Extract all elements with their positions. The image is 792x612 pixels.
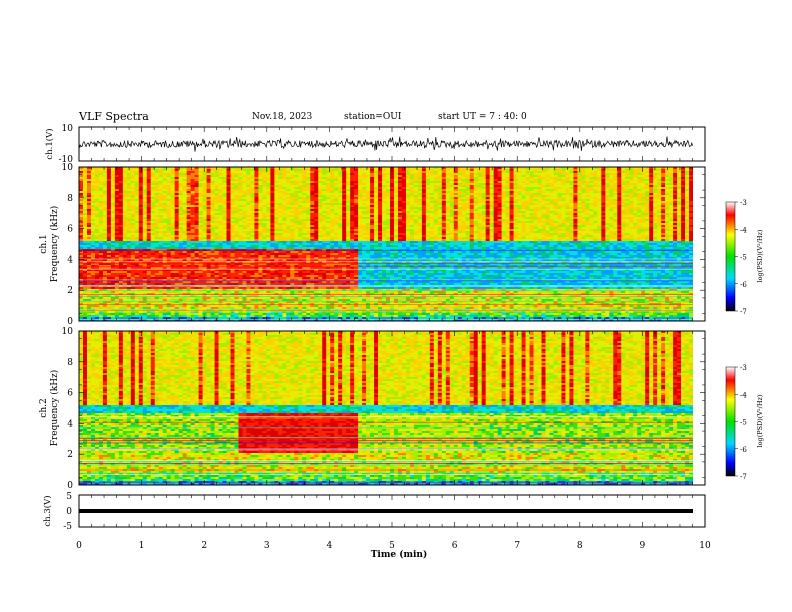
colorbar-tick-label: -6 xyxy=(740,446,747,454)
colorbar-tick-label: -4 xyxy=(740,226,747,234)
colorbar-tick-label: -3 xyxy=(740,364,747,372)
y-tick-label: 6 xyxy=(67,225,73,235)
y-tick-label: 10 xyxy=(62,163,74,173)
start-ut-label: start UT = 7 : 40: 0 xyxy=(438,112,527,122)
x-tick-label: 6 xyxy=(452,541,458,551)
y-tick-label: 8 xyxy=(67,194,73,204)
y-tick-label: 6 xyxy=(67,389,73,399)
station-label: station=OUI xyxy=(344,112,401,122)
x-tick-label: 0 xyxy=(76,541,82,551)
x-tick-label: 1 xyxy=(139,541,145,551)
x-tick-label: 10 xyxy=(699,541,711,551)
ch1-spectrogram-panel: 0 2 4 6 8 10 ch.1 Frequency (kHz) xyxy=(39,163,706,327)
x-tick-label: 8 xyxy=(577,541,583,551)
colorbar-tick-label: -3 xyxy=(740,199,747,207)
ch1-spectrogram-cells xyxy=(79,167,705,322)
time-axis-tick-labels: 0 1 2 3 4 5 6 7 8 9 10 xyxy=(76,541,711,551)
y-tick-label: 0 xyxy=(67,481,73,491)
ch1-spec-ylabel-freq: Frequency (kHz) xyxy=(49,206,60,283)
ch2-colorbar-label: log(PSD)(V²/Hz) xyxy=(756,394,764,447)
y-tick-label: 4 xyxy=(67,419,73,429)
colorbar-tick-label: -4 xyxy=(740,391,747,399)
ch3-waveform-trace xyxy=(79,509,693,513)
ch1-spec-ticks: 0 2 4 6 8 10 xyxy=(62,163,705,327)
colorbar-tick-label: -6 xyxy=(740,281,747,289)
time-axis-ticks xyxy=(78,127,706,527)
colorbar-tick-label: -5 xyxy=(740,419,747,427)
y-tick-label: 2 xyxy=(67,286,73,296)
ch1-colorbar: -3 -4 -5 -6 -7 log(PSD)(V²/Hz) xyxy=(725,199,764,316)
date-label: Nov.18, 2023 xyxy=(252,112,312,122)
y-tick-label: 8 xyxy=(67,358,73,368)
ch2-spec-ylabel-freq: Frequency (kHz) xyxy=(49,370,60,447)
x-tick-label: 5 xyxy=(389,541,395,551)
ch3-ytick-5: 5 xyxy=(66,492,72,502)
ch3-waveform-panel: 5 0 -5 ch.3(V) xyxy=(42,492,706,532)
ch1-colorbar-ticks: -3 -4 -5 -6 -7 xyxy=(735,199,747,316)
colorbar-tick-label: -7 xyxy=(740,473,747,481)
x-tick-label: 3 xyxy=(264,541,270,551)
colorbar-tick-label: -7 xyxy=(740,308,747,316)
y-tick-label: 4 xyxy=(67,255,73,265)
ch3-wave-ylabel: ch.3(V) xyxy=(42,495,53,526)
ch2-spectrogram-panel: 0 2 4 6 8 10 ch.2 Frequency (kHz) xyxy=(39,327,706,491)
ch1-waveform-panel: 10 -10 ch.1(V) xyxy=(44,124,706,165)
y-tick-label: 10 xyxy=(62,327,74,337)
ch3-ytick-0: 0 xyxy=(66,507,72,517)
time-axis-label: Time (min) xyxy=(371,549,428,560)
x-tick-label: 4 xyxy=(327,541,333,551)
y-tick-label: 2 xyxy=(67,450,73,460)
ch2-colorbar: -3 -4 -5 -6 -7 log(PSD)(V²/Hz) xyxy=(725,364,764,481)
ch3-ytick-minus5: -5 xyxy=(63,522,72,532)
ch1-colorbar-label: log(PSD)(V²/Hz) xyxy=(756,229,764,282)
figure-title: VLF Spectra xyxy=(79,110,149,123)
x-tick-label: 2 xyxy=(201,541,207,551)
ch1-ytick-bottom: -10 xyxy=(59,155,74,165)
ch2-spec-ylabel-channel: ch.2 xyxy=(39,398,49,417)
x-tick-label: 9 xyxy=(640,541,646,551)
colorbar-tick-label: -5 xyxy=(740,254,747,262)
ch2-colorbar-ticks: -3 -4 -5 -6 -7 xyxy=(735,364,747,481)
y-tick-label: 0 xyxy=(67,317,73,327)
ch2-spectrogram-cells xyxy=(79,331,705,486)
x-tick-label: 7 xyxy=(514,541,520,551)
ch1-ytick-top: 10 xyxy=(62,124,74,134)
ch2-spec-ticks: 0 2 4 6 8 10 xyxy=(62,327,705,491)
ch1-waveform-trace xyxy=(78,136,693,152)
ch1-wave-ylabel: ch.1(V) xyxy=(44,128,55,159)
ch1-spec-ylabel-channel: ch.1 xyxy=(39,234,49,253)
